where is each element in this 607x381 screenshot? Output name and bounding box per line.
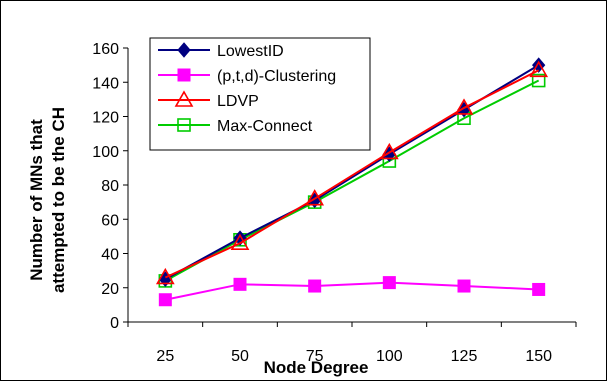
- series-line: [164, 79, 540, 282]
- legend-item-ldvp: LDVP: [158, 90, 259, 110]
- series-line: [164, 69, 540, 279]
- legend-label: (p,t,d)-Clustering: [217, 68, 336, 85]
- y-axis-title: Number of MNs that attempted to be the C…: [27, 107, 68, 293]
- legend-marker: [177, 68, 191, 82]
- data-point: [233, 277, 247, 291]
- y-tick-label: 140: [92, 75, 119, 92]
- y-tick-label: 40: [101, 247, 119, 264]
- data-point: [532, 282, 546, 296]
- y-axis-title-line-1: Number of MNs that: [27, 119, 46, 281]
- x-tick-label: 150: [525, 348, 552, 365]
- y-tick-label: 60: [101, 212, 119, 229]
- data-point: [305, 189, 325, 206]
- data-point: [457, 279, 471, 293]
- x-tick-label: 125: [451, 348, 478, 365]
- data-point: [158, 293, 172, 307]
- data-point: [454, 98, 474, 115]
- y-tick-label: 100: [92, 144, 119, 161]
- legend-item-p-t-d-clustering: (p,t,d)-Clustering: [158, 68, 336, 85]
- y-tick-label: 20: [101, 281, 119, 298]
- y-tick-label: 0: [110, 315, 119, 332]
- x-tick-label: 50: [231, 348, 249, 365]
- legend-label: LowestID: [217, 43, 284, 60]
- series-layer: [155, 57, 549, 307]
- series-line: [165, 281, 539, 301]
- y-tick-label: 160: [92, 41, 119, 58]
- data-point: [529, 60, 549, 78]
- data-point: [531, 73, 546, 88]
- x-axis-title: Node Degree: [264, 358, 369, 377]
- legend-item-max-connect: Max-Connect: [158, 118, 313, 135]
- legend: LowestID (p,t,d)-Clustering LDVP Max-Connec…: [149, 37, 371, 151]
- data-point: [379, 142, 399, 160]
- y-axis-title-line-2: attempted to be the CH: [49, 107, 68, 293]
- legend-item-lowestid: LowestID: [158, 42, 284, 60]
- legend-marker: [174, 90, 194, 107]
- x-tick-label: 100: [376, 348, 403, 365]
- legend-label: Max-Connect: [217, 118, 313, 135]
- x-tick-label: 75: [306, 348, 324, 365]
- series-p-t-d-clustering: [158, 276, 546, 307]
- legend-marker: [177, 118, 191, 132]
- data-point: [230, 233, 250, 251]
- series-ldvp: [155, 60, 549, 285]
- legend-label: LDVP: [217, 93, 259, 110]
- data-point: [155, 267, 175, 285]
- data-point: [382, 276, 396, 290]
- legend-marker: [177, 42, 191, 58]
- data-point: [308, 279, 322, 293]
- y-tick-label: 80: [101, 178, 119, 195]
- x-tick-label: 25: [156, 348, 174, 365]
- axes: 0 20 40 60 80 100 120 140 160 25 50 75 100 125 150: [92, 41, 577, 365]
- y-tick-label: 120: [92, 110, 119, 127]
